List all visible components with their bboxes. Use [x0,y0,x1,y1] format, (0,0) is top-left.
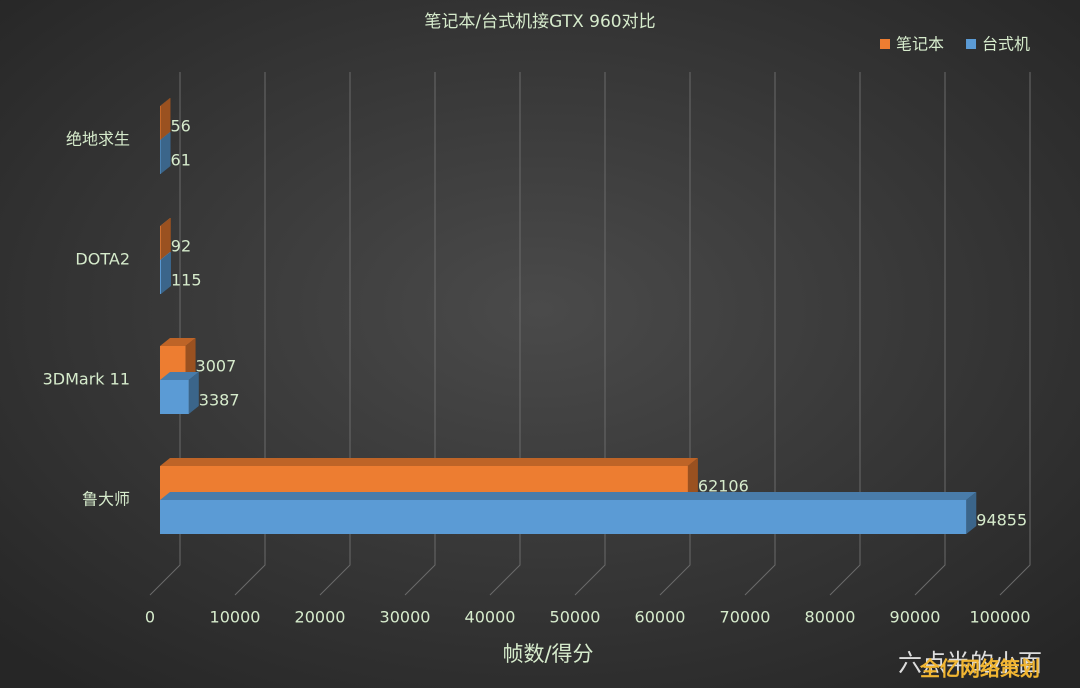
bar-side [687,458,698,500]
x-axis-label: 帧数/得分 [502,642,593,666]
bar-side [160,252,171,294]
bar-top [160,458,698,466]
x-tick-label: 100000 [969,608,1030,627]
value-label: 115 [171,271,202,290]
bar-side [966,492,977,534]
bar-side [160,218,171,260]
value-label: 3387 [199,391,240,410]
legend-swatch [880,39,890,49]
x-tick-label: 50000 [550,608,601,627]
bar-top [160,218,171,226]
bar-side [160,98,171,140]
bar-top [160,338,196,346]
value-label: 61 [171,151,191,170]
grid-line [574,72,606,596]
bar [160,500,967,534]
x-tick-label: 40000 [465,608,516,627]
bar [160,260,161,294]
bar-top [160,492,977,500]
grid-line [914,72,946,596]
y-tick-label: 绝地求生 [66,130,130,149]
bar [160,106,161,140]
x-tick-label: 60000 [635,608,686,627]
grid-line [319,72,351,596]
legend-label: 笔记本 [896,35,944,54]
grid-line [489,72,521,596]
bar-top [160,132,171,140]
grid-line [149,72,181,596]
watermark-overlay: 全亿网络策划 [919,657,1040,681]
value-label: 62106 [698,477,749,496]
bar [160,140,161,174]
legend-label: 台式机 [982,35,1030,54]
grid-line [999,72,1031,596]
bar-side [188,372,199,414]
watermark: 六点半的小面 [898,649,1042,677]
bar-top [160,252,171,260]
x-tick-label: 30000 [380,608,431,627]
y-tick-label: 鲁大师 [82,490,130,509]
y-tick-label: 3DMark 11 [43,370,130,389]
value-label: 94855 [976,511,1027,530]
grid-line [659,72,691,596]
chart-title: 笔记本/台式机接GTX 960对比 [424,12,655,32]
x-tick-label: 10000 [210,608,261,627]
x-tick-label: 0 [145,608,155,627]
bar [160,226,161,260]
legend-swatch [966,39,977,49]
grid-line [744,72,776,596]
grid-line [404,72,436,596]
bar [160,380,189,414]
value-label: 3007 [196,357,237,376]
x-tick-label: 20000 [295,608,346,627]
bar-top [160,98,171,106]
x-tick-label: 80000 [805,608,856,627]
bar-top [160,372,199,380]
grid-line [829,72,861,596]
x-tick-label: 70000 [720,608,771,627]
x-tick-label: 90000 [890,608,941,627]
value-label: 92 [171,237,191,256]
bar-side [185,338,196,380]
grid-line [234,72,266,596]
bar-side [160,132,171,174]
value-label: 56 [170,117,190,136]
y-tick-label: DOTA2 [75,250,130,269]
